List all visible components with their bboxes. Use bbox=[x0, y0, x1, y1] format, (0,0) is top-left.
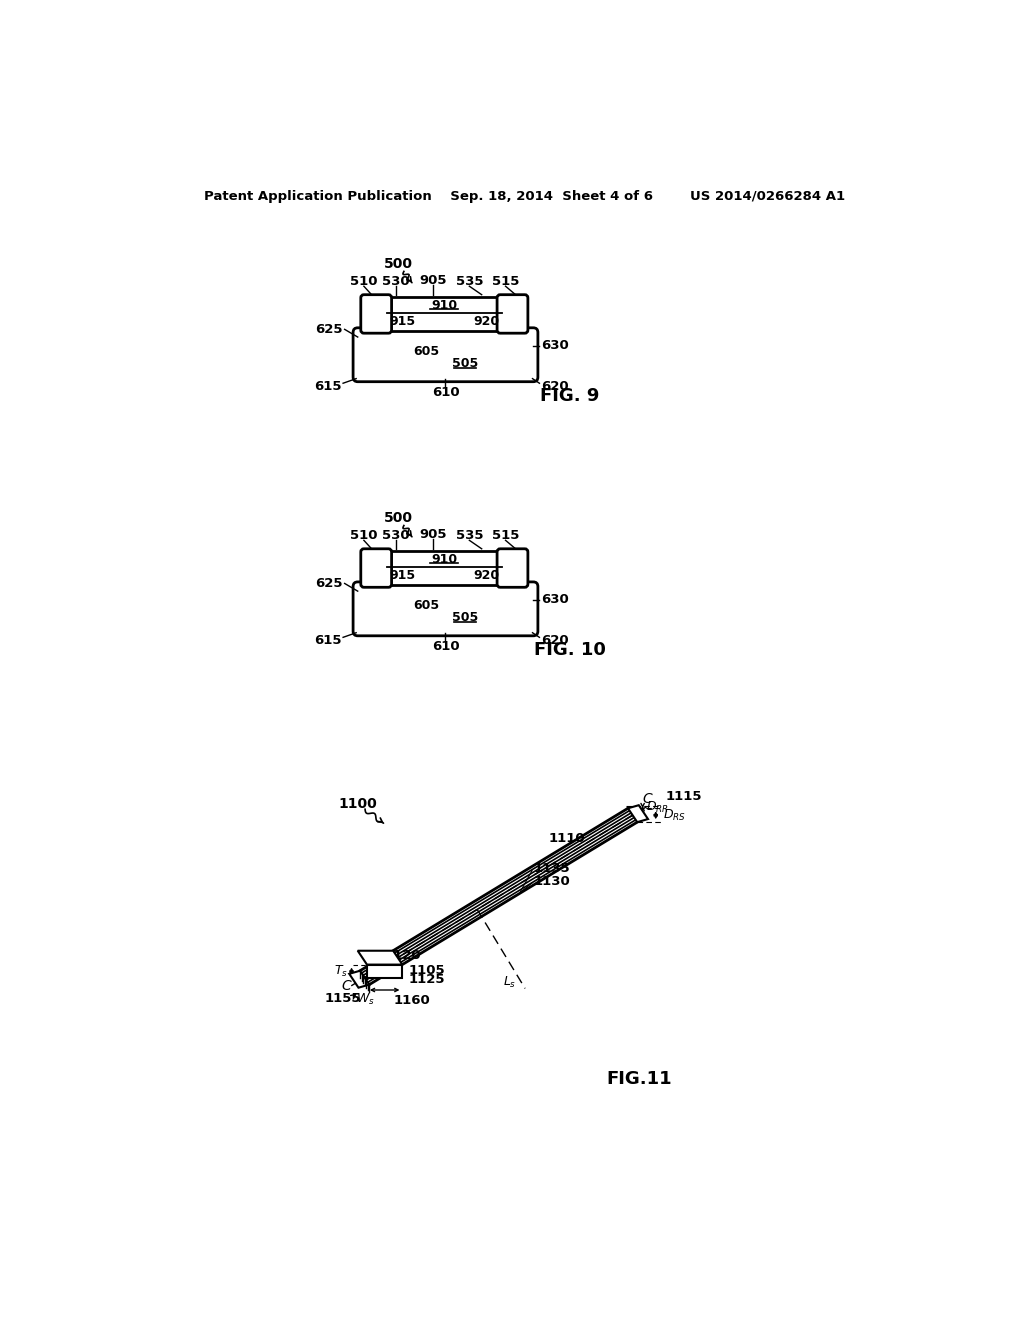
FancyBboxPatch shape bbox=[353, 582, 538, 636]
Text: Patent Application Publication    Sep. 18, 2014  Sheet 4 of 6        US 2014/026: Patent Application Publication Sep. 18, … bbox=[204, 190, 846, 203]
Text: 530: 530 bbox=[382, 275, 410, 288]
Text: 630: 630 bbox=[541, 339, 568, 352]
Text: 505: 505 bbox=[452, 611, 478, 624]
Polygon shape bbox=[628, 805, 648, 822]
Text: 1130: 1130 bbox=[534, 875, 570, 888]
Text: $D_{RR}$: $D_{RR}$ bbox=[646, 800, 669, 814]
Text: 625: 625 bbox=[315, 577, 343, 590]
Text: 905: 905 bbox=[420, 528, 446, 541]
Text: 615: 615 bbox=[314, 634, 342, 647]
Text: 515: 515 bbox=[492, 529, 519, 543]
Text: 1105: 1105 bbox=[409, 964, 445, 977]
Text: 510: 510 bbox=[350, 529, 378, 543]
Text: 915: 915 bbox=[389, 569, 416, 582]
Text: $L_s$: $L_s$ bbox=[503, 974, 516, 990]
FancyBboxPatch shape bbox=[360, 294, 391, 333]
Text: 500: 500 bbox=[384, 511, 413, 525]
Text: FIG. 9: FIG. 9 bbox=[540, 387, 599, 405]
Text: 1135: 1135 bbox=[534, 862, 570, 875]
Text: 510: 510 bbox=[350, 275, 378, 288]
Text: 910: 910 bbox=[431, 298, 458, 312]
Text: 535: 535 bbox=[456, 275, 483, 288]
Text: 915: 915 bbox=[389, 315, 416, 327]
Text: $C$: $C$ bbox=[341, 979, 352, 993]
Text: 515: 515 bbox=[492, 275, 519, 288]
Text: 505: 505 bbox=[452, 358, 478, 370]
Text: 910: 910 bbox=[431, 553, 458, 566]
Text: FIG. 10: FIG. 10 bbox=[534, 642, 605, 660]
Bar bbox=[367, 965, 402, 978]
Text: 630: 630 bbox=[541, 594, 568, 606]
Text: 610: 610 bbox=[432, 640, 460, 653]
Bar bbox=[387, 297, 502, 331]
FancyBboxPatch shape bbox=[353, 327, 538, 381]
Text: FIG.11: FIG.11 bbox=[606, 1069, 672, 1088]
Text: 1160: 1160 bbox=[394, 994, 431, 1007]
Polygon shape bbox=[357, 950, 402, 965]
Text: 1110: 1110 bbox=[549, 832, 585, 845]
Text: $C$: $C$ bbox=[642, 792, 653, 807]
FancyBboxPatch shape bbox=[497, 294, 528, 333]
FancyBboxPatch shape bbox=[497, 549, 528, 587]
Polygon shape bbox=[349, 970, 370, 987]
Text: 625: 625 bbox=[315, 323, 343, 335]
Text: 535: 535 bbox=[456, 529, 483, 543]
Text: 620: 620 bbox=[541, 380, 568, 393]
Text: 605: 605 bbox=[413, 599, 439, 611]
Bar bbox=[387, 552, 502, 585]
FancyBboxPatch shape bbox=[360, 549, 391, 587]
Text: 905: 905 bbox=[420, 273, 446, 286]
Text: 610: 610 bbox=[432, 385, 460, 399]
Text: 615: 615 bbox=[314, 380, 342, 393]
Text: 500: 500 bbox=[384, 257, 413, 271]
Text: $T_s$: $T_s$ bbox=[335, 964, 348, 979]
Text: 1115: 1115 bbox=[666, 791, 702, 804]
Text: $D_{RS}$: $D_{RS}$ bbox=[664, 808, 686, 822]
Text: 1155: 1155 bbox=[325, 991, 360, 1005]
Text: 605: 605 bbox=[413, 345, 439, 358]
Text: 1125: 1125 bbox=[409, 973, 445, 986]
Text: 920: 920 bbox=[473, 315, 500, 327]
Text: 920: 920 bbox=[473, 569, 500, 582]
Text: 620: 620 bbox=[541, 634, 568, 647]
Text: 1100: 1100 bbox=[338, 797, 377, 810]
Text: 1120: 1120 bbox=[385, 949, 421, 962]
Text: 530: 530 bbox=[382, 529, 410, 543]
Text: $W_s$: $W_s$ bbox=[356, 991, 375, 1007]
